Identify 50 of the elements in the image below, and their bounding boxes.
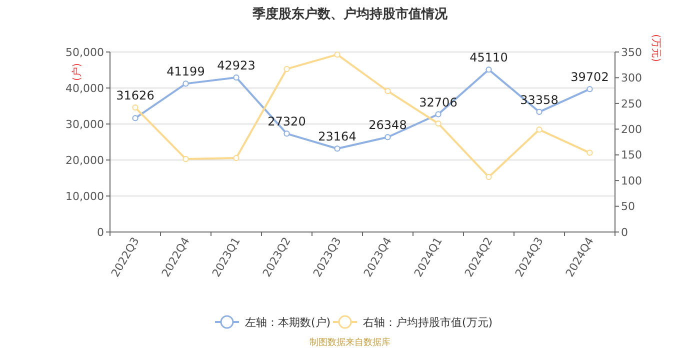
point bbox=[334, 146, 340, 152]
y-tick-label: 40,000 bbox=[66, 82, 104, 95]
legend-label: 左轴：本期数(户) bbox=[245, 316, 331, 329]
y2-tick-label: 150 bbox=[621, 148, 642, 162]
y-axis-title: (户) bbox=[71, 63, 83, 81]
chart-title: 季度股东户数、户均持股市值情况 bbox=[252, 6, 448, 22]
y-tick-label: 0 bbox=[97, 226, 104, 239]
point bbox=[182, 80, 189, 87]
point bbox=[182, 156, 189, 162]
point bbox=[132, 104, 138, 111]
y-tick-label: 10,000 bbox=[66, 190, 104, 203]
point bbox=[284, 66, 290, 72]
y2-tick-label: 250 bbox=[621, 97, 642, 110]
text: 制图数据来自数据库 bbox=[310, 337, 390, 348]
point bbox=[233, 154, 240, 161]
point bbox=[536, 126, 542, 133]
point bbox=[132, 115, 138, 122]
y2-tick-label: 100 bbox=[621, 174, 642, 188]
y-tick-label: 30,000 bbox=[66, 118, 104, 131]
data-label: 32706 bbox=[419, 95, 458, 110]
point bbox=[435, 120, 442, 126]
y2-tick-label: 350 bbox=[621, 46, 642, 59]
point bbox=[435, 111, 442, 118]
point bbox=[586, 86, 593, 92]
point bbox=[586, 150, 593, 156]
y2-tick-label: 0 bbox=[621, 226, 628, 239]
data-label: 42923 bbox=[217, 58, 256, 72]
data-label: 39702 bbox=[570, 70, 609, 84]
point bbox=[486, 66, 492, 73]
data-label: 45110 bbox=[470, 50, 508, 65]
point bbox=[284, 130, 290, 137]
y-tick-label: 20,000 bbox=[66, 154, 104, 167]
point bbox=[384, 134, 391, 140]
legend-label: 右轴：户均持股市值(万元) bbox=[363, 316, 493, 329]
y2-tick-label: 200 bbox=[621, 122, 642, 136]
point bbox=[486, 174, 492, 180]
point bbox=[536, 108, 542, 115]
data-label: 33358 bbox=[520, 92, 558, 107]
data-label: 23164 bbox=[318, 130, 356, 144]
data-label: 41199 bbox=[166, 64, 205, 79]
y2-tick-label: 300 bbox=[621, 72, 642, 85]
data-label: 27320 bbox=[268, 114, 306, 129]
point bbox=[334, 52, 340, 58]
y2-tick-label: 50 bbox=[621, 200, 635, 214]
data-label: 31626 bbox=[116, 88, 154, 103]
point bbox=[384, 88, 391, 94]
point bbox=[233, 74, 240, 80]
y-tick-label: 50,000 bbox=[66, 46, 104, 59]
y2-axis-title: (万元) bbox=[650, 34, 661, 62]
data-label: 26348 bbox=[368, 118, 407, 132]
